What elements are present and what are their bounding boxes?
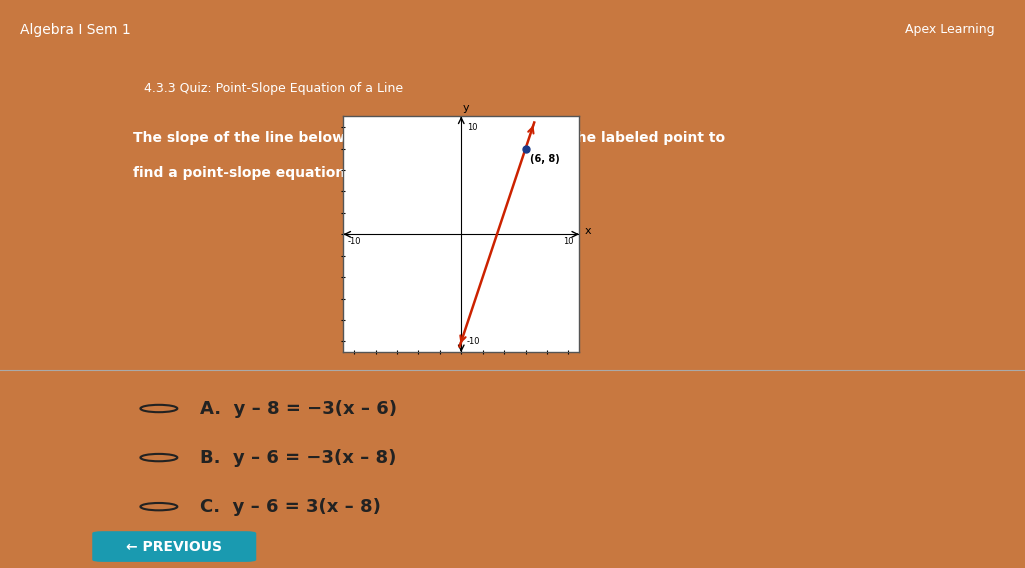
Text: Apex Learning: Apex Learning <box>905 23 994 36</box>
Text: (6, 8): (6, 8) <box>530 154 560 164</box>
Text: y: y <box>462 103 468 113</box>
Text: 4.3.3 Quiz: Point-Slope Equation of a Line: 4.3.3 Quiz: Point-Slope Equation of a Li… <box>144 82 403 94</box>
Text: x: x <box>584 226 591 236</box>
Text: -10: -10 <box>347 237 361 246</box>
Text: find a point-slope equation of the line.: find a point-slope equation of the line. <box>133 166 436 180</box>
FancyBboxPatch shape <box>92 531 256 562</box>
Text: 10: 10 <box>466 123 477 132</box>
Text: -10: -10 <box>466 337 480 346</box>
Text: Algebra I Sem 1: Algebra I Sem 1 <box>20 23 131 37</box>
Text: The slope of the line below is 3. Use the coordinates of the labeled point to: The slope of the line below is 3. Use th… <box>133 131 726 145</box>
Text: 10: 10 <box>563 237 574 246</box>
Text: A.  y – 8 = −3(x – 6): A. y – 8 = −3(x – 6) <box>200 399 397 417</box>
Text: ← PREVIOUS: ← PREVIOUS <box>126 540 222 554</box>
Text: B.  y – 6 = −3(x – 8): B. y – 6 = −3(x – 8) <box>200 449 397 466</box>
Text: C.  y – 6 = 3(x – 8): C. y – 6 = 3(x – 8) <box>200 498 380 516</box>
